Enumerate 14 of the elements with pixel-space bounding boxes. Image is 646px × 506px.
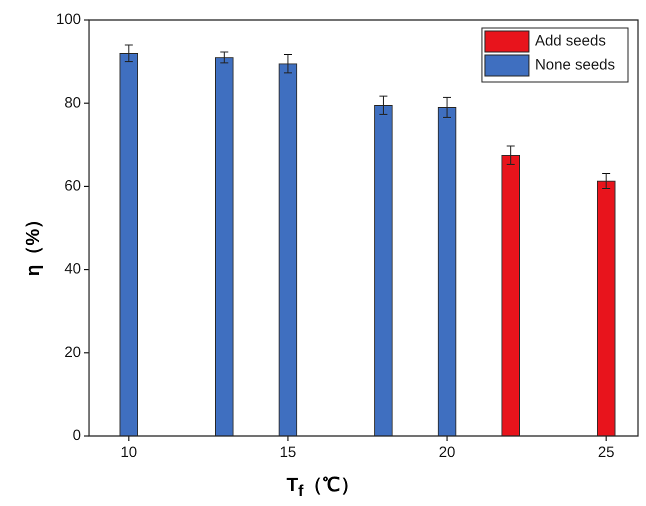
legend-label: None seeds <box>534 56 616 74</box>
x-tick-label: 20 <box>438 444 456 462</box>
y-tick-label: 100 <box>56 11 82 28</box>
x-tick-label: 10 <box>120 444 138 462</box>
y-axis-title: η（%） <box>22 208 45 278</box>
y-tick-label: 20 <box>64 344 82 361</box>
y-tick-label: 60 <box>64 178 82 195</box>
y-tick-label: 40 <box>64 260 82 278</box>
y-tick-label: 80 <box>64 94 82 112</box>
legend-label: Add seeds <box>534 32 606 50</box>
y-tick-label: 0 <box>72 427 82 444</box>
x-tick-label: 15 <box>280 444 296 462</box>
x-axis-title: T$_{f}$（℃） <box>286 474 360 501</box>
x-tick-label: 25 <box>598 444 615 462</box>
